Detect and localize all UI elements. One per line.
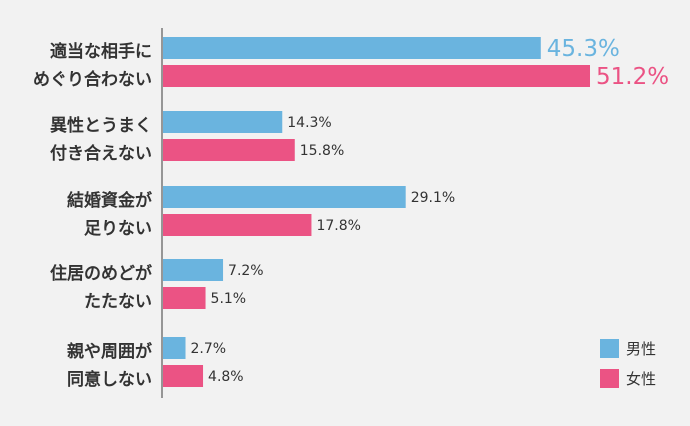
data-label: 2.7%: [191, 341, 227, 357]
legend-label: 男性: [626, 340, 656, 358]
category-label: 異性とうまく: [50, 115, 152, 136]
legend-swatch: [600, 339, 619, 358]
data-label: 5.1%: [211, 291, 247, 307]
category-label: 結婚資金が: [67, 190, 152, 211]
category-label: 親や周囲が: [67, 341, 152, 362]
data-label: 4.8%: [208, 369, 244, 385]
data-label: 14.3%: [287, 115, 331, 131]
bar: [163, 186, 406, 208]
data-label: 7.2%: [228, 263, 264, 279]
bar: [163, 337, 186, 359]
data-label: 51.2%: [596, 64, 669, 90]
category-label: 足りない: [84, 219, 152, 239]
data-label: 45.3%: [547, 36, 620, 62]
bar: [163, 259, 224, 281]
bar: [163, 287, 206, 309]
legend-label: 女性: [626, 370, 656, 388]
bar: [163, 214, 312, 236]
category-label: 同意しない: [67, 369, 152, 390]
bar: [163, 365, 204, 387]
category-label: たたない: [84, 292, 152, 312]
category-label: 住居のめどが: [50, 263, 152, 284]
bar: [163, 37, 541, 59]
category-label: 付き合えない: [50, 143, 152, 164]
bar: [163, 139, 295, 161]
category-label: めぐり合わない: [33, 69, 152, 90]
legend-swatch: [600, 369, 619, 388]
data-label: 15.8%: [300, 143, 344, 159]
category-label: 適当な相手に: [50, 41, 152, 62]
bar: [163, 65, 590, 87]
bar: [163, 111, 283, 133]
data-label: 17.8%: [316, 218, 360, 234]
data-label: 29.1%: [411, 190, 455, 206]
